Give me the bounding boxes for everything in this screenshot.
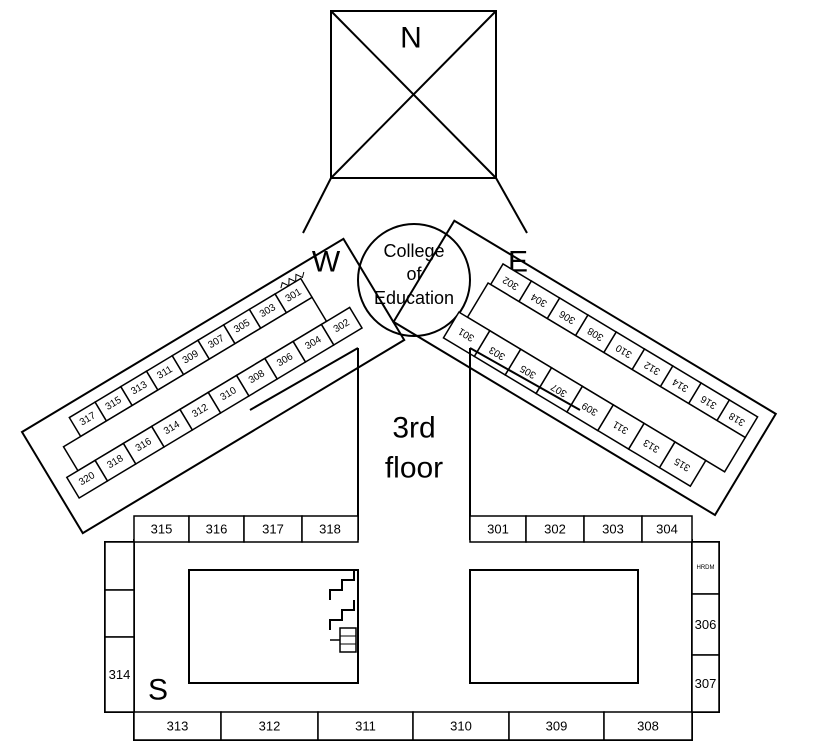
- south-left-rooms: 314: [104, 541, 135, 713]
- room-313: 313: [133, 711, 222, 741]
- south-label: S: [148, 674, 168, 707]
- room-number: 315: [151, 522, 173, 537]
- room-number: 306: [695, 617, 717, 632]
- room-316: 316: [188, 515, 245, 543]
- north-label: N: [400, 22, 422, 55]
- room-307: 307: [691, 654, 720, 713]
- room-number: 307: [695, 676, 717, 691]
- room-303: 303: [583, 515, 643, 543]
- room-313: 313: [627, 422, 676, 469]
- room-316: 316: [122, 425, 166, 466]
- room-306: 306: [691, 593, 720, 656]
- room-number: 303: [602, 522, 624, 537]
- west-label: W: [312, 246, 341, 279]
- room-312: 312: [178, 391, 222, 432]
- room-HRDM: HRDM: [691, 541, 720, 595]
- room-318: 318: [301, 515, 359, 543]
- room-304: 304: [641, 515, 693, 543]
- room-314: 314: [150, 408, 194, 449]
- south-right-rooms: HRDM 306 307: [691, 541, 720, 713]
- room-301: 301: [442, 311, 491, 358]
- room-number: 318: [319, 522, 341, 537]
- center-label-line3: Education: [374, 288, 454, 308]
- room-313: 313: [119, 370, 159, 407]
- room-315: 315: [133, 515, 190, 543]
- room-number: 310: [450, 719, 472, 734]
- room-number: 304: [656, 522, 678, 537]
- floor-label-line2: floor: [385, 452, 443, 485]
- room-left-2: 314: [104, 636, 135, 713]
- north-block: N: [330, 10, 497, 179]
- room-left-0: [104, 541, 135, 591]
- center-label-line2: of: [406, 264, 422, 284]
- college-emblem: College of Education: [357, 223, 471, 337]
- room-301: 301: [469, 515, 527, 543]
- room-309: 309: [508, 711, 605, 741]
- room-317: 317: [68, 401, 108, 438]
- room-left-1: [104, 589, 135, 638]
- room-number: 317: [262, 522, 284, 537]
- room-305: 305: [222, 308, 262, 345]
- room-312: 312: [631, 347, 674, 388]
- south-bottom-rooms: 313 312 311 310 309 308: [133, 711, 693, 741]
- room-number: HRDM: [697, 565, 715, 571]
- room-310: 310: [207, 374, 250, 415]
- room-308: 308: [603, 711, 693, 741]
- room-number: 312: [259, 719, 281, 734]
- center-label-line1: College: [383, 241, 444, 261]
- room-310: 310: [412, 711, 510, 741]
- floor-label-line1: 3rd: [392, 412, 435, 445]
- room-320: 320: [65, 459, 109, 500]
- room-302: 302: [320, 306, 364, 347]
- room-number: 302: [544, 522, 566, 537]
- room-312: 312: [220, 711, 319, 741]
- room-number: 314: [109, 667, 131, 682]
- south-top-right-rooms: 301 302 303 304: [469, 515, 693, 543]
- room-number: 316: [206, 522, 228, 537]
- south-block: 315 316 317 318 301 302 303 304 313 312 311 310 30…: [104, 515, 720, 741]
- room-303: 303: [473, 329, 522, 376]
- south-top-left-rooms: 315 316 317 318: [133, 515, 359, 543]
- room-302: 302: [525, 515, 585, 543]
- room-number: 308: [637, 719, 659, 734]
- room-number: 313: [167, 719, 189, 734]
- room-number: 309: [546, 719, 568, 734]
- room-311: 311: [317, 711, 414, 741]
- room-311: 311: [596, 403, 646, 451]
- room-number: 301: [487, 522, 509, 537]
- room-317: 317: [243, 515, 303, 543]
- room-number: 311: [355, 719, 376, 734]
- room-308: 308: [235, 357, 279, 398]
